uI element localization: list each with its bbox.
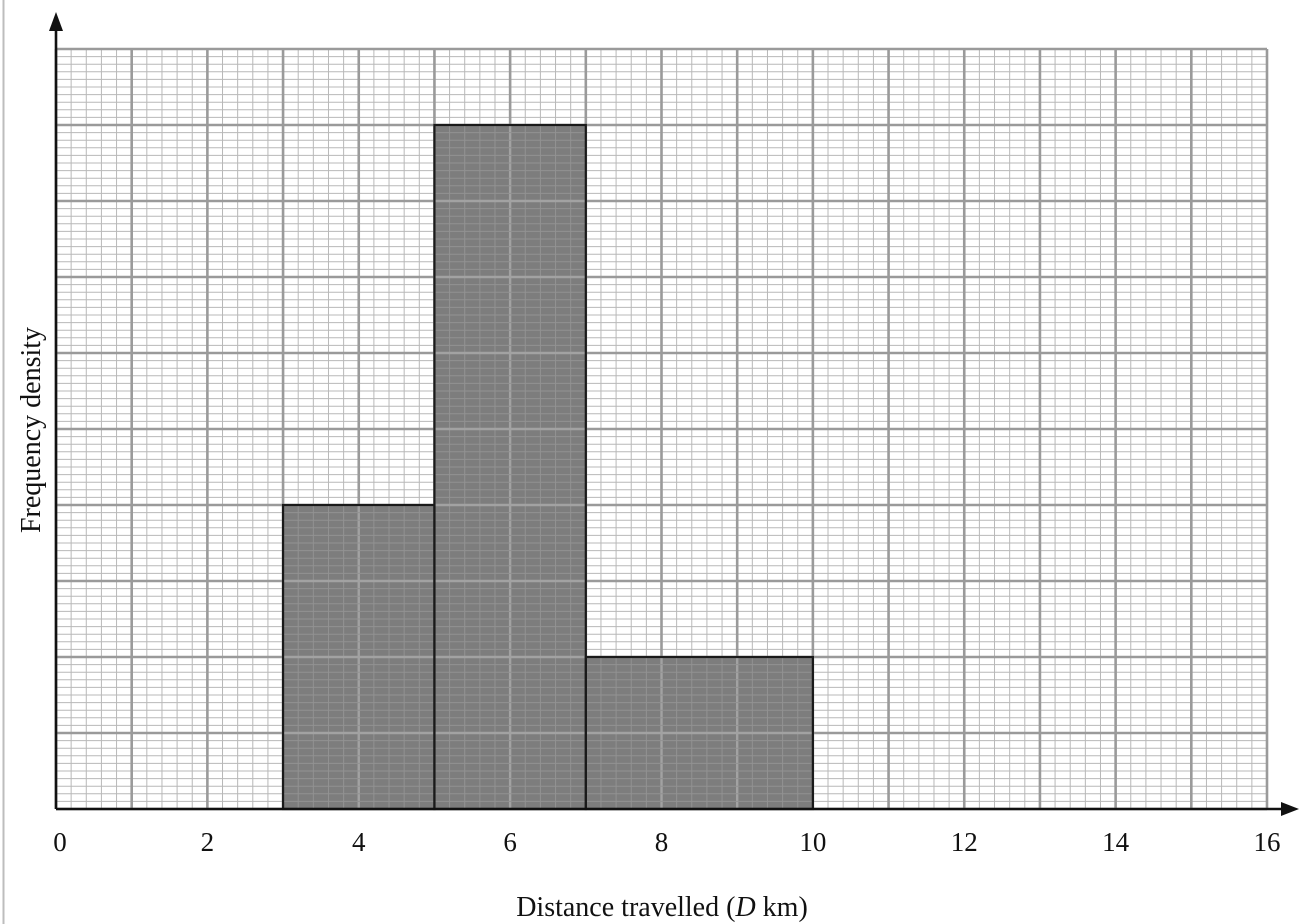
x-tick-label: 16: [1254, 827, 1281, 857]
x-tick-label: 0: [53, 827, 67, 857]
x-tick-label: 4: [352, 827, 366, 857]
x-tick-label: 14: [1102, 827, 1130, 857]
x-axis-title-variable: D: [734, 892, 755, 923]
y-axis-title: Frequency density: [16, 327, 47, 533]
x-tick-label: 2: [201, 827, 215, 857]
x-axis-title-prefix: Distance travelled (: [516, 892, 735, 923]
x-tick-label: 10: [799, 827, 826, 857]
bar-grid-overlay: [283, 125, 813, 809]
x-tick-label: 12: [951, 827, 978, 857]
x-tick-label: 8: [655, 827, 669, 857]
x-axis-title-suffix: km): [756, 892, 808, 923]
x-tick-labels: 0 2 4 6 8 10 12 14 16: [53, 827, 1280, 857]
x-tick-label: 6: [503, 827, 517, 857]
axes: [49, 12, 1299, 816]
x-axis-arrowhead: [1281, 802, 1299, 816]
y-axis-arrowhead: [49, 12, 63, 31]
x-axis-title: Distance travelled (D km): [516, 892, 808, 923]
